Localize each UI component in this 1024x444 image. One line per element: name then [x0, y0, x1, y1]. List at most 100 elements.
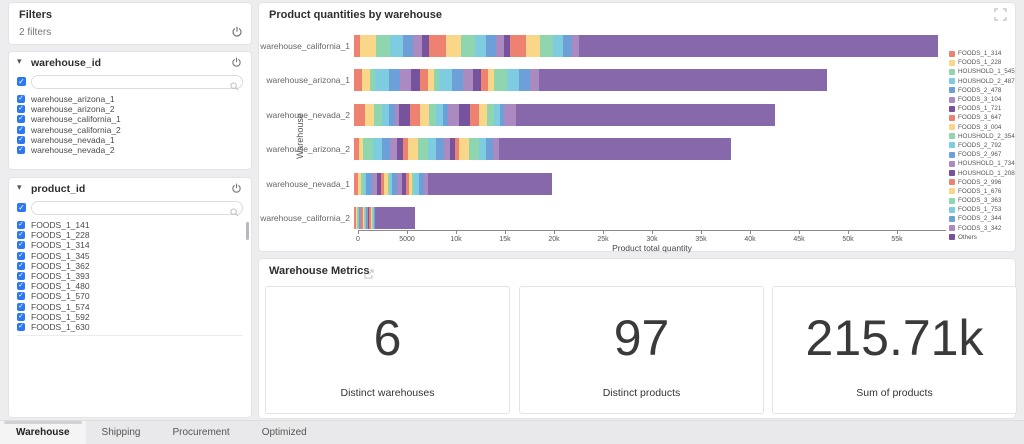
bar-segment[interactable] — [407, 138, 419, 161]
bar-segment[interactable] — [369, 69, 376, 92]
checkbox-checked-icon[interactable]: ✓ — [17, 302, 25, 311]
checkbox-checked-icon[interactable]: ✓ — [17, 115, 25, 124]
external-link-icon[interactable] — [364, 266, 374, 279]
bar-segment[interactable] — [356, 207, 359, 229]
bar-segment[interactable] — [374, 207, 376, 229]
bar-segment[interactable] — [436, 103, 443, 126]
bar-segment[interactable] — [365, 207, 367, 229]
legend-item[interactable]: FOODS_2_344 — [949, 214, 1015, 223]
legend-item[interactable]: FOODS_1_228 — [949, 58, 1015, 67]
bar-segment[interactable] — [504, 103, 516, 126]
bar-segment[interactable] — [354, 172, 358, 195]
filter-item[interactable]: ✓ FOODS_1_570 — [17, 291, 243, 301]
bar-segment[interactable] — [410, 103, 421, 126]
bar-segment[interactable] — [510, 35, 526, 57]
bar-segment[interactable] — [394, 103, 399, 126]
search-input[interactable] — [31, 201, 243, 215]
bar-segment[interactable] — [459, 138, 470, 161]
bar-segment[interactable] — [446, 35, 462, 57]
bar-segment[interactable] — [359, 207, 361, 229]
select-all-checkbox[interactable]: ✓ — [17, 203, 26, 212]
filter-item[interactable]: ✓ warehouse_california_2 — [17, 125, 243, 135]
bar-segment[interactable] — [428, 103, 437, 126]
bar-segment[interactable] — [414, 172, 420, 195]
bar-segment[interactable] — [363, 138, 374, 161]
bar-segment-others[interactable] — [579, 35, 938, 57]
bar-segment[interactable] — [495, 35, 504, 57]
stacked-bar[interactable] — [354, 172, 942, 195]
stacked-bar[interactable] — [354, 103, 942, 126]
bar-segment[interactable] — [354, 103, 365, 126]
legend-item[interactable]: FOODS_1_721 — [949, 104, 1015, 113]
bar-segment[interactable] — [390, 138, 398, 161]
bar-segment[interactable] — [390, 35, 403, 57]
bar-segment[interactable] — [371, 172, 377, 195]
checkbox-checked-icon[interactable]: ✓ — [17, 125, 25, 134]
bar-segment[interactable] — [442, 103, 448, 126]
bar-segment[interactable] — [372, 207, 374, 229]
select-all-checkbox[interactable]: ✓ — [17, 77, 26, 86]
bar-segment[interactable] — [354, 69, 363, 92]
bar-segment[interactable] — [402, 35, 414, 57]
bar-segment[interactable] — [447, 103, 460, 126]
bar-segment[interactable] — [408, 172, 412, 195]
bar-segment[interactable] — [461, 35, 475, 57]
legend-item[interactable]: HOUSHOLD_2_487 — [949, 77, 1015, 86]
bar-segment[interactable] — [367, 207, 368, 229]
bar-segment[interactable] — [354, 35, 361, 57]
bar-segment[interactable] — [481, 69, 489, 92]
bar-segment[interactable] — [413, 35, 423, 57]
filter-item[interactable]: ✓ warehouse_california_1 — [17, 114, 243, 124]
bar-segment[interactable] — [411, 172, 414, 195]
bar-segment[interactable] — [400, 69, 411, 92]
stacked-bar[interactable] — [354, 207, 942, 229]
bar-segment[interactable] — [419, 172, 425, 195]
bar-segment[interactable] — [494, 103, 500, 126]
filter-item[interactable]: ✓ FOODS_1_345 — [17, 251, 243, 261]
bar-segment[interactable] — [376, 172, 381, 195]
bar-segment[interactable] — [366, 207, 368, 229]
checkbox-checked-icon[interactable]: ✓ — [17, 312, 25, 321]
checkbox-checked-icon[interactable]: ✓ — [17, 105, 25, 114]
bar-segment[interactable] — [459, 103, 470, 126]
legend-item[interactable]: HOUSHOLD_1_734 — [949, 159, 1015, 168]
legend-item[interactable]: HOUSHOLD_1_208 — [949, 168, 1015, 177]
bar-segment-others[interactable] — [539, 69, 828, 92]
bar-segment[interactable] — [374, 207, 375, 229]
bar-segment[interactable] — [373, 207, 375, 229]
bar-segment-others[interactable] — [428, 172, 552, 195]
filter-item[interactable]: ✓ FOODS_1_592 — [17, 312, 243, 322]
bar-segment[interactable] — [398, 103, 411, 126]
bar-segment[interactable] — [357, 172, 362, 195]
bar-segment[interactable] — [362, 69, 370, 92]
bar-segment[interactable] — [369, 207, 371, 229]
legend-item[interactable]: HOUSHOLD_2_354 — [949, 132, 1015, 141]
filter-item[interactable]: ✓ warehouse_arizona_1 — [17, 94, 243, 104]
bar-segment[interactable] — [422, 35, 430, 57]
bar-segment[interactable] — [540, 35, 553, 57]
filter-item[interactable]: ✓ FOODS_1_480 — [17, 281, 243, 291]
bar-segment[interactable] — [364, 103, 374, 126]
bar-segment[interactable] — [387, 172, 391, 195]
bar-segment[interactable] — [360, 207, 362, 229]
bar-segment[interactable] — [375, 69, 389, 92]
stacked-bar[interactable] — [354, 69, 942, 92]
bar-segment-others[interactable] — [375, 207, 415, 229]
bar-segment[interactable] — [390, 172, 393, 195]
bar-segment-others[interactable] — [498, 138, 732, 161]
bar-segment[interactable] — [382, 103, 389, 126]
bar-segment[interactable] — [411, 69, 421, 92]
checkbox-checked-icon[interactable]: ✓ — [17, 282, 25, 291]
bar-segment[interactable] — [361, 207, 363, 229]
reset-all-filters-icon[interactable] — [231, 26, 243, 38]
bar-segment[interactable] — [455, 138, 460, 161]
bar-segment[interactable] — [472, 69, 482, 92]
tab-procurement[interactable]: Procurement — [172, 427, 230, 438]
filter-item[interactable]: ✓ FOODS_1_141 — [17, 220, 243, 230]
checkbox-checked-icon[interactable]: ✓ — [17, 241, 25, 250]
bar-segment[interactable] — [434, 69, 440, 92]
legend-item[interactable]: FOODS_1_676 — [949, 187, 1015, 196]
bar-segment[interactable] — [354, 138, 360, 161]
checkbox-checked-icon[interactable]: ✓ — [17, 95, 25, 104]
bar-segment[interactable] — [359, 138, 364, 161]
